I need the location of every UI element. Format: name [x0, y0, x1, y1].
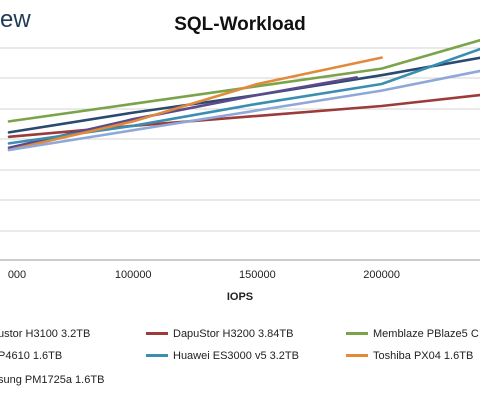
legend-label-4: Huawei ES3000 v5 3.2TB	[173, 350, 299, 362]
legend-item-5: Toshiba PX04 1.6TB	[346, 350, 473, 362]
series-line-2	[7, 38, 480, 123]
legend-label-6: sung PM1725a 1.6TB	[0, 374, 105, 386]
legend-item-3: P4610 1.6TB	[0, 350, 62, 362]
legend-swatch-2	[346, 331, 368, 335]
legend-label-0: ustor H3100 3.2TB	[0, 328, 91, 340]
legend-item-0: ustor H3100 3.2TB	[0, 328, 90, 340]
legend-swatch-1	[146, 331, 168, 335]
x-axis-label: IOPS	[226, 291, 254, 303]
x-tick-label-1: 100000	[115, 269, 152, 281]
series-line-5	[7, 56, 383, 152]
legend-label-5: Toshiba PX04 1.6TB	[373, 350, 474, 362]
x-tick-label-0: 000	[8, 269, 26, 281]
legend-item-4: Huawei ES3000 v5 3.2TB	[146, 350, 299, 362]
legend-swatch-4	[146, 353, 168, 357]
legend-item-6: sung PM1725a 1.6TB	[0, 374, 104, 386]
legend-item-2: Memblaze PBlaze5 C	[346, 328, 479, 340]
series-line-6	[7, 69, 480, 152]
series-line-0	[7, 56, 480, 134]
legend-item-1: DapuStor H3200 3.84TB	[146, 328, 293, 340]
x-tick-label-2: 150000	[239, 269, 276, 281]
legend-label-1: DapuStor H3200 3.84TB	[173, 328, 294, 340]
x-tick-label-3: 200000	[363, 269, 400, 281]
legend-swatch-5	[346, 353, 368, 357]
legend-label-3: P4610 1.6TB	[0, 350, 63, 362]
brand-logo-text: ew	[0, 6, 31, 33]
chart-title: SQL-Workload	[174, 14, 306, 35]
legend-label-2: Memblaze PBlaze5 C	[373, 328, 479, 340]
